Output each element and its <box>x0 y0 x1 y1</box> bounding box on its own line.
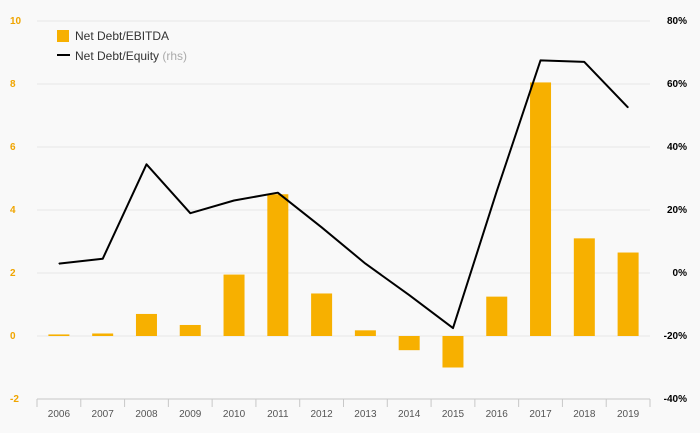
x-axis-tick-label: 2018 <box>573 409 596 420</box>
axes: -2 -40%0 -20%2 0%4 20%6 40%8 60%10 80%2006 2007 2… <box>10 16 687 420</box>
x-axis-tick-label: 2008 <box>135 409 158 420</box>
bar-2014 <box>398 336 420 351</box>
bar-2012 <box>311 293 333 336</box>
bar-2009 <box>179 324 201 336</box>
x-axis-tick-label: 2015 <box>442 409 465 420</box>
bar-2017 <box>530 82 552 336</box>
right-axis-tick-label: 20% <box>667 205 687 216</box>
bar-2015 <box>442 336 464 368</box>
line-point-2017 <box>540 59 542 61</box>
line-series-net-debt-equity <box>58 59 629 330</box>
x-axis-tick-label: 2016 <box>486 409 509 420</box>
bar-series-net-debt-ebitda <box>48 82 639 368</box>
line-point-2011 <box>277 192 279 194</box>
bar-2019 <box>617 252 639 336</box>
right-axis-tick-label: 60% <box>667 79 687 90</box>
bar-2007 <box>92 333 114 336</box>
bar-2018 <box>573 238 595 336</box>
legend-bar-swatch <box>57 30 69 42</box>
line-point-2010 <box>233 200 235 202</box>
line-net-debt-equity <box>58 59 629 330</box>
grid-lines <box>37 20 650 337</box>
left-axis-tick-label: 6 <box>10 142 16 153</box>
bar-2006 <box>48 334 70 336</box>
right-axis-tick-label: -40% <box>664 394 687 405</box>
left-axis-tick-label: 8 <box>10 79 16 90</box>
line-point-2016 <box>496 190 498 192</box>
line-point-2009 <box>189 212 191 214</box>
bar-2008 <box>135 313 157 336</box>
line-point-2013 <box>364 263 366 265</box>
bar-2011 <box>267 194 289 336</box>
x-axis-tick-label: 2010 <box>223 409 246 420</box>
x-axis-tick-label: 2006 <box>48 409 71 420</box>
legend-label-ebitda: Net Debt/EBITDA <box>75 29 169 43</box>
left-axis-tick-label: 2 <box>10 268 16 279</box>
x-axis-tick-label: 2012 <box>310 409 333 420</box>
x-axis-tick-label: 2019 <box>617 409 640 420</box>
line-point-2014 <box>408 294 410 296</box>
line-point-2012 <box>321 226 323 228</box>
right-axis-tick-label: -20% <box>664 331 687 342</box>
line-point-2008 <box>145 163 147 165</box>
right-axis-tick-label: 80% <box>667 16 687 27</box>
left-axis-tick-label: -2 <box>10 394 19 405</box>
x-axis-tick-label: 2011 <box>267 409 289 420</box>
line-point-2007 <box>102 258 104 260</box>
line-point-2006 <box>58 263 60 265</box>
x-axis-tick-label: 2014 <box>398 409 421 420</box>
left-axis-tick-label: 0 <box>10 331 16 342</box>
legend-label-equity-suffix: (rhs) <box>162 49 187 63</box>
x-axis-tick-label: 2007 <box>92 409 115 420</box>
legend-label-equity-name: Net Debt/Equity <box>75 49 162 63</box>
legend: Net Debt/EBITDA Net Debt/Equity (rhs) <box>57 29 187 63</box>
bar-2013 <box>354 330 376 336</box>
legend-label-equity: Net Debt/Equity (rhs) <box>75 49 187 63</box>
line-point-2019 <box>627 107 629 109</box>
line-point-2018 <box>583 61 585 63</box>
x-axis-tick-label: 2013 <box>354 409 377 420</box>
bar-2016 <box>486 296 508 336</box>
right-axis-tick-label: 0% <box>673 268 688 279</box>
left-axis-tick-label: 4 <box>10 205 16 216</box>
bar-2010 <box>223 274 245 336</box>
line-point-2015 <box>452 327 454 329</box>
left-axis-tick-label: 10 <box>10 16 22 27</box>
x-axis-tick-label: 2009 <box>179 409 202 420</box>
right-axis-tick-label: 40% <box>667 142 687 153</box>
x-axis-tick-label: 2017 <box>529 409 552 420</box>
